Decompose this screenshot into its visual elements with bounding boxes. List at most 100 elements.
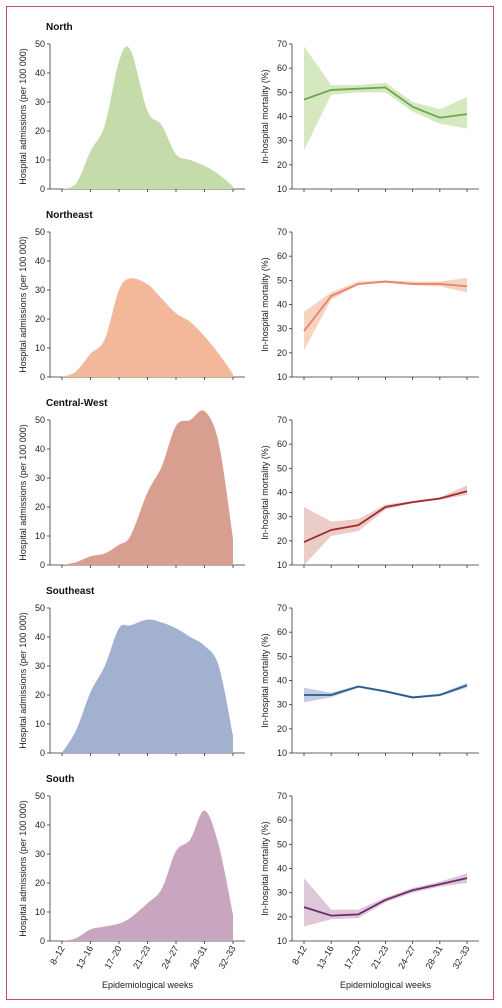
right-y-tick-label: 70 — [277, 791, 287, 801]
left-y-tick-label: 40 — [35, 820, 45, 830]
right-y-tick-label: 10 — [277, 748, 287, 758]
right-y-tick-label: 30 — [277, 324, 287, 334]
right-y-tick-label: 10 — [277, 372, 287, 382]
left-y-tick-label: 10 — [35, 155, 45, 165]
right-y-tick-label: 10 — [277, 936, 287, 946]
left-y-tick-label: 20 — [35, 878, 45, 888]
right-y-tick-label: 30 — [277, 136, 287, 146]
right-y-tick-label: 40 — [277, 676, 287, 686]
left-y-tick-label: 10 — [35, 343, 45, 353]
right-x-tick-label: 21–23 — [369, 944, 390, 971]
mortality-ci-band-north — [304, 46, 467, 151]
left-y-tick-label: 30 — [35, 285, 45, 295]
left-y-tick-label: 0 — [40, 748, 45, 758]
right-y-tick-label: 70 — [277, 603, 287, 613]
right-y-tick-label: 10 — [277, 184, 287, 194]
left-y-tick-label: 40 — [35, 256, 45, 266]
region-title-central-west: Central-West — [46, 398, 108, 409]
left-y-tick-label: 10 — [35, 531, 45, 541]
mortality-line-southeast — [304, 684, 468, 699]
right-y-tick-label: 70 — [277, 39, 287, 49]
left-x-tick-label: 13–16 — [74, 944, 95, 971]
admissions-area-north — [62, 46, 233, 189]
right-x-tick-label: 32–33 — [451, 944, 472, 971]
regional-charts: North 0 10 20 30 40 50 Hospital admissions (per… — [18, 22, 479, 990]
right-y-tick-label: 20 — [277, 724, 287, 734]
right-y-axis-label: In-hospital mortality (%) — [260, 257, 270, 352]
right-y-tick-label: 50 — [277, 651, 287, 661]
right-x-tick-label: 24–27 — [396, 944, 417, 971]
left-x-tick-label: 32–33 — [217, 944, 238, 971]
left-y-tick-label: 40 — [35, 632, 45, 642]
right-y-tick-label: 20 — [277, 536, 287, 546]
mortality-ci-band-central-west — [304, 485, 467, 565]
mortality-line-south — [303, 877, 468, 917]
right-y-axis-label: In-hospital mortality (%) — [260, 821, 270, 916]
region-title-north: North — [46, 22, 73, 33]
left-y-tick-label: 0 — [40, 936, 45, 946]
left-x-tick-label: 28–31 — [188, 944, 209, 971]
right-y-tick-label: 60 — [277, 439, 287, 449]
right-y-tick-label: 40 — [277, 112, 287, 122]
right-y-tick-label: 60 — [277, 627, 287, 637]
right-y-tick-label: 10 — [277, 560, 287, 570]
right-x-tick-label: 13–16 — [315, 944, 336, 971]
right-y-tick-label: 30 — [277, 512, 287, 522]
right-x-tick-label: 8–12 — [290, 944, 309, 966]
left-y-tick-label: 10 — [35, 719, 45, 729]
left-y-tick-label: 0 — [40, 184, 45, 194]
left-y-axis-label: Hospital admissions (per 100 000) — [18, 424, 28, 561]
left-y-tick-label: 50 — [35, 791, 45, 801]
left-y-tick-label: 50 — [35, 603, 45, 613]
left-y-tick-label: 40 — [35, 444, 45, 454]
right-y-tick-label: 70 — [277, 415, 287, 425]
left-x-tick-label: 21–23 — [131, 944, 152, 971]
left-y-tick-label: 40 — [35, 68, 45, 78]
left-y-tick-label: 30 — [35, 473, 45, 483]
left-x-tick-label: 17–20 — [103, 944, 124, 971]
right-y-tick-label: 50 — [277, 87, 287, 97]
right-y-axis-label: In-hospital mortality (%) — [260, 69, 270, 164]
mortality-line-central-west — [303, 490, 468, 543]
left-y-axis-label: Hospital admissions (per 100 000) — [18, 612, 28, 749]
left-y-axis-label: Hospital admissions (per 100 000) — [18, 48, 28, 185]
left-y-tick-label: 50 — [35, 39, 45, 49]
left-x-tick-label: 24–27 — [160, 944, 181, 971]
left-y-axis-label: Hospital admissions (per 100 000) — [18, 236, 28, 373]
right-y-tick-label: 30 — [277, 888, 287, 898]
right-x-axis-label: Epidemiological weeks — [340, 980, 432, 990]
right-y-tick-label: 20 — [277, 348, 287, 358]
right-y-tick-label: 20 — [277, 160, 287, 170]
left-y-tick-label: 50 — [35, 227, 45, 237]
right-y-tick-label: 40 — [277, 864, 287, 874]
region-title-southeast: Southeast — [46, 586, 95, 597]
left-y-tick-label: 20 — [35, 314, 45, 324]
right-y-tick-label: 40 — [277, 300, 287, 310]
right-y-axis-label: In-hospital mortality (%) — [260, 633, 270, 728]
right-y-axis-label: In-hospital mortality (%) — [260, 445, 270, 540]
right-y-tick-label: 60 — [277, 251, 287, 261]
right-y-tick-label: 50 — [277, 839, 287, 849]
admissions-area-central-west — [62, 410, 233, 565]
right-x-tick-label: 28–31 — [423, 944, 444, 971]
left-y-tick-label: 20 — [35, 502, 45, 512]
left-y-tick-label: 50 — [35, 415, 45, 425]
admissions-area-southeast — [62, 619, 233, 753]
mortality-line-northeast — [303, 280, 468, 332]
admissions-area-south — [62, 810, 233, 941]
mortality-line-north — [303, 86, 468, 119]
right-y-tick-label: 60 — [277, 815, 287, 825]
admissions-area-northeast — [62, 278, 233, 377]
left-y-tick-label: 20 — [35, 690, 45, 700]
right-x-tick-label: 17–20 — [342, 944, 363, 971]
left-x-axis-label: Epidemiological weeks — [102, 980, 194, 990]
figure-frame: North 0 10 20 30 40 50 Hospital admissions (per… — [6, 6, 494, 1000]
mortality-ci-band-northeast — [304, 277, 467, 351]
right-y-tick-label: 40 — [277, 488, 287, 498]
right-y-tick-label: 30 — [277, 700, 287, 710]
left-y-tick-label: 30 — [35, 661, 45, 671]
left-y-tick-label: 30 — [35, 849, 45, 859]
left-x-tick-label: 8–12 — [48, 944, 67, 966]
right-y-tick-label: 70 — [277, 227, 287, 237]
left-y-tick-label: 30 — [35, 97, 45, 107]
